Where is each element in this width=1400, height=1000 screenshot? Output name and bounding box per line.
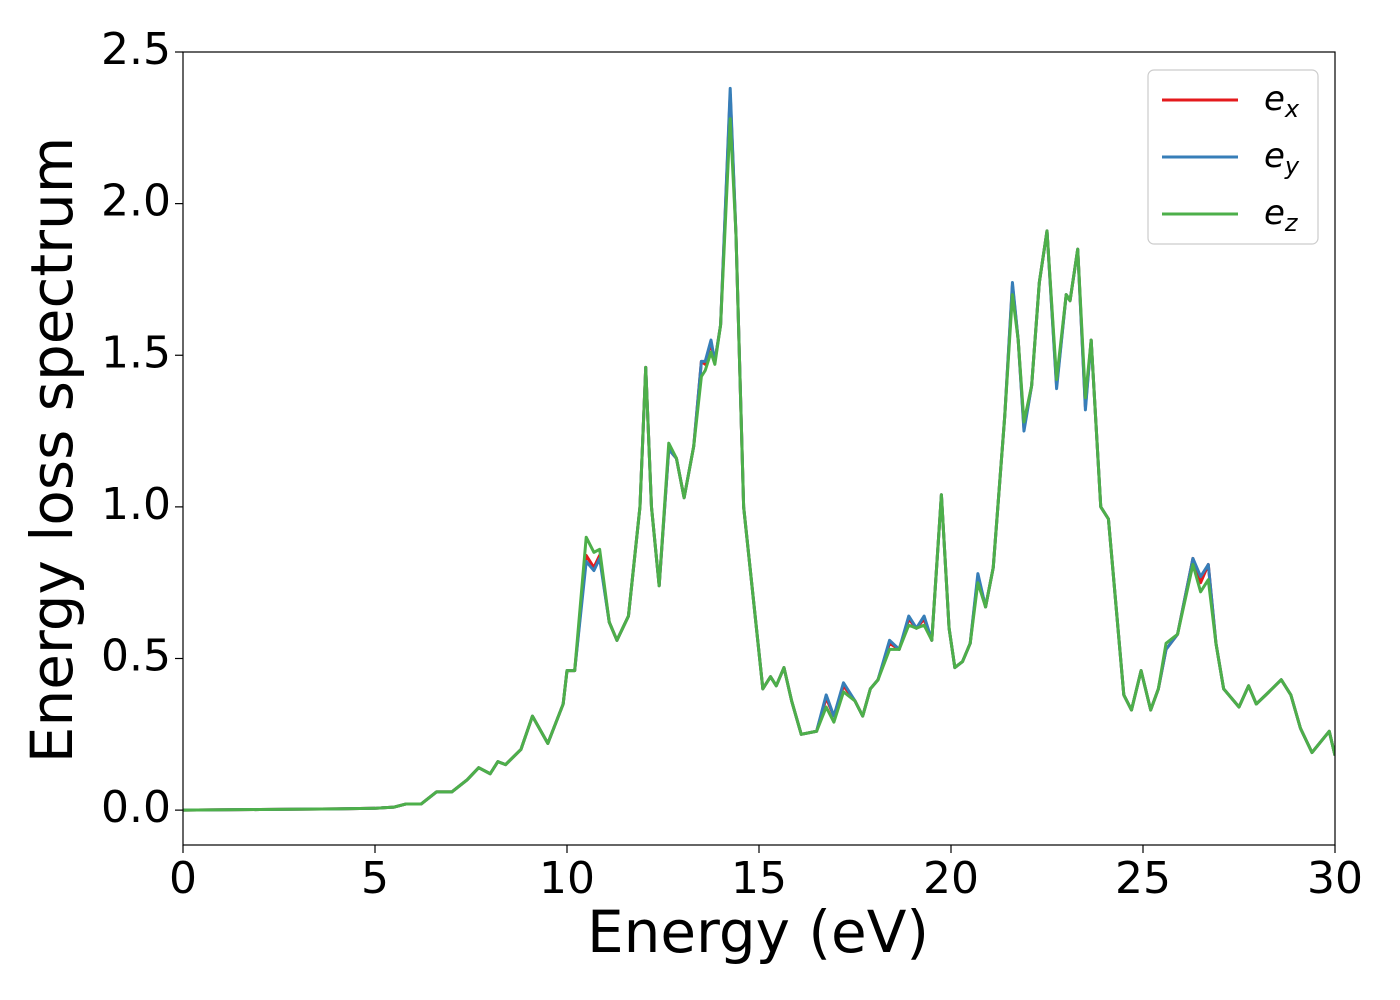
- y-tick-label: 1.0: [101, 479, 171, 530]
- x-tick-label: 10: [539, 853, 595, 904]
- y-tick-label: 2.5: [101, 24, 171, 75]
- series-line: [183, 117, 1335, 812]
- legend-label: ex: [1264, 79, 1300, 124]
- y-tick-label: 1.5: [101, 327, 171, 378]
- y-axis-label: Energy loss spectrum: [18, 137, 86, 763]
- x-tick-label: 30: [1307, 853, 1363, 904]
- y-tick-label: 2.0: [101, 176, 171, 227]
- x-tick-label: 25: [1115, 853, 1171, 904]
- x-tick-label: 5: [361, 853, 389, 904]
- x-tick-label: 15: [731, 853, 787, 904]
- x-tick-label: 20: [923, 853, 979, 904]
- legend-label: ez: [1264, 193, 1299, 238]
- y-tick-label: 0.5: [101, 631, 171, 682]
- legend-label: ey: [1264, 136, 1300, 181]
- y-tick-label: 0.0: [101, 782, 171, 833]
- x-tick-label: 0: [169, 853, 197, 904]
- x-axis-label: Energy (eV): [587, 898, 929, 966]
